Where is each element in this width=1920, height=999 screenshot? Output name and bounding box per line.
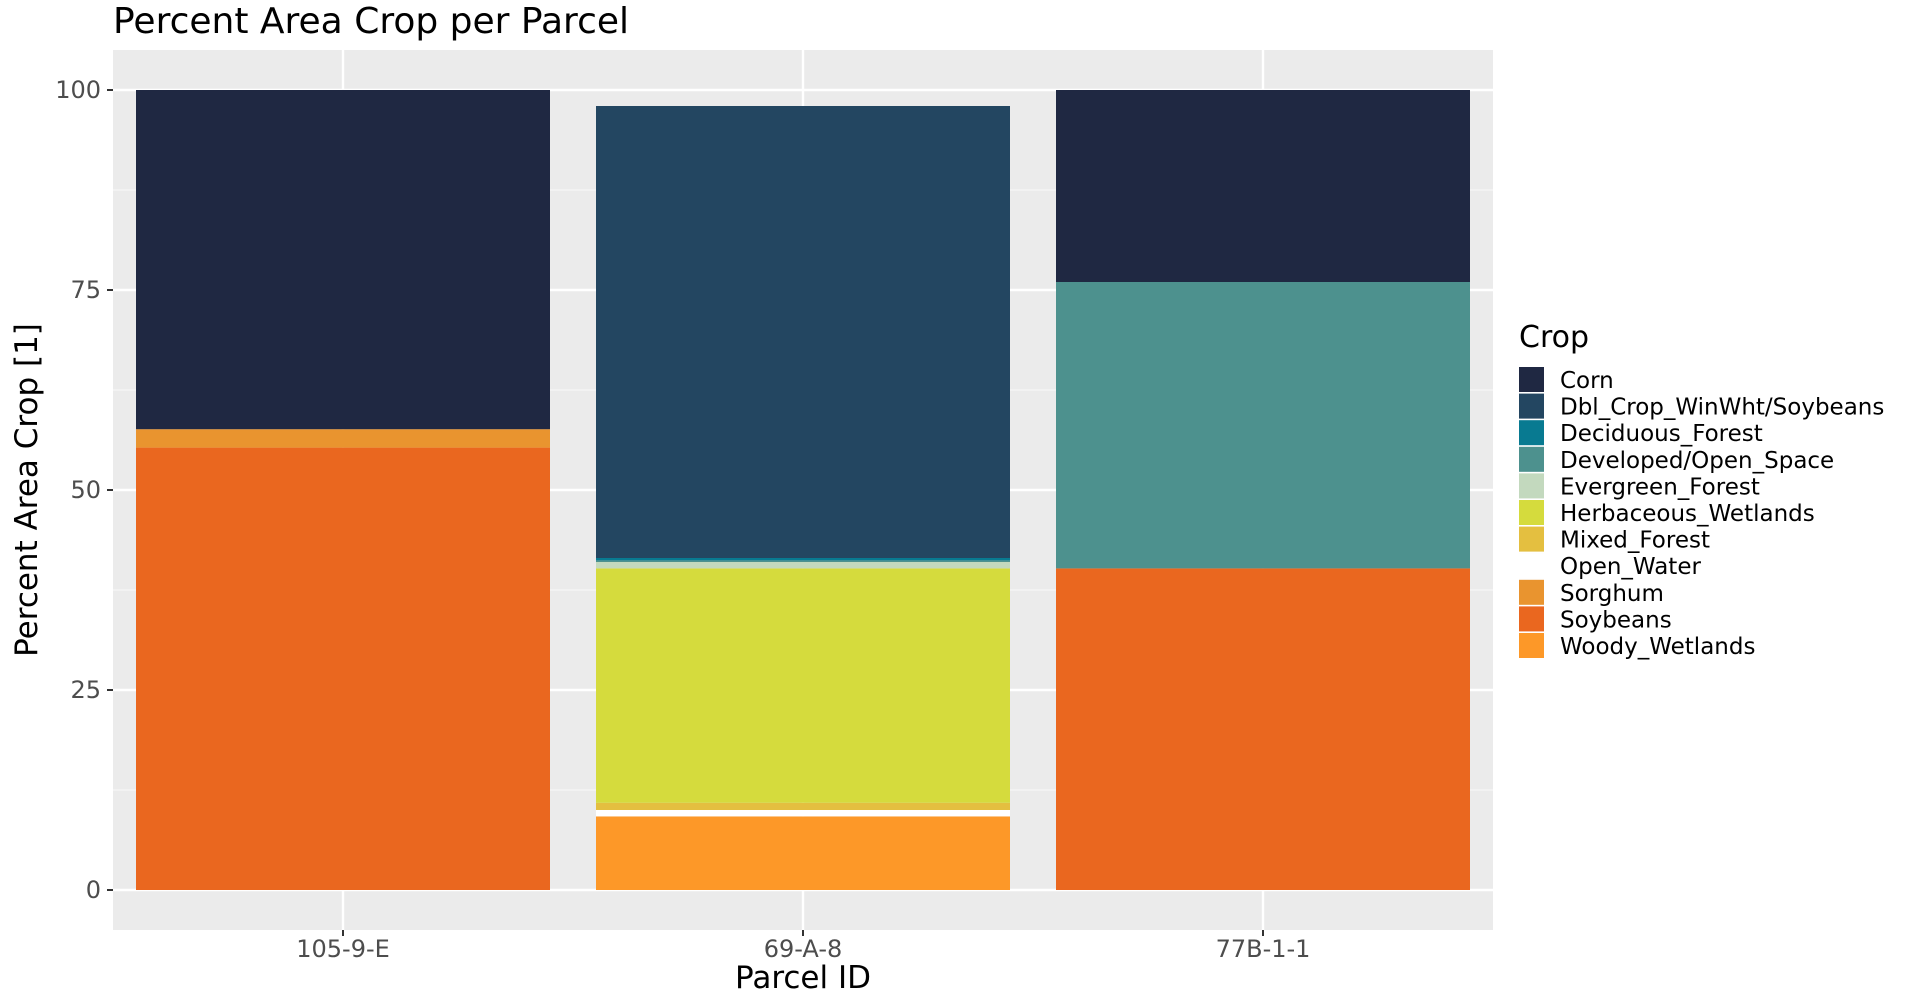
bar-segment-mixed-forest-2 xyxy=(596,802,1010,810)
legend-label: Herbaceous_Wetlands xyxy=(1560,501,1815,527)
legend-label: Soybeans xyxy=(1560,607,1672,633)
legend-key-swatch xyxy=(1519,446,1544,472)
x-tick-label: 69-A-8 xyxy=(764,935,843,963)
bar-segment-evergreen-forest-2 xyxy=(596,562,1010,569)
legend-label: Dbl_Crop_WinWht/Soybeans xyxy=(1560,395,1884,421)
bar-segment-deciduous-forest-2 xyxy=(596,558,1010,561)
bar-segment-soybeans-1 xyxy=(136,447,550,890)
legend-label: Deciduous_Forest xyxy=(1560,421,1763,447)
legend-label: Developed/Open_Space xyxy=(1560,448,1834,474)
bar-segment-developed-open-space-2 xyxy=(596,560,1010,562)
bar-segment-dbl-crop-winwht-soybeans-2 xyxy=(596,106,1010,558)
legend-key-swatch xyxy=(1519,420,1544,446)
bar-segment-soybeans-3 xyxy=(1056,568,1470,890)
y-tick-label: 75 xyxy=(70,276,101,304)
bar-segment-open-water-2 xyxy=(596,810,1010,817)
y-tick-label: 25 xyxy=(70,676,101,704)
legend-title: Crop xyxy=(1519,320,1589,355)
legend-key-swatch xyxy=(1519,633,1544,658)
legend-key-swatch xyxy=(1519,553,1544,579)
legend-label: Woody_Wetlands xyxy=(1560,634,1755,660)
bar-segment-sorghum-1 xyxy=(136,429,550,448)
legend-key-swatch xyxy=(1519,606,1544,632)
bar-segment-developed-open-space-3 xyxy=(1056,282,1470,569)
bar-segment-herbaceous-wetlands-2 xyxy=(596,568,1010,803)
legend-key-swatch xyxy=(1519,526,1544,552)
bar-segment-corn-1 xyxy=(136,90,550,430)
legend-key-swatch xyxy=(1519,473,1544,499)
legend-key-swatch xyxy=(1519,393,1544,419)
legend-key-swatch xyxy=(1519,367,1544,392)
legend-label: Mixed_Forest xyxy=(1560,528,1710,554)
legend-key-swatch xyxy=(1519,579,1544,605)
x-tick-label: 105-9-E xyxy=(296,935,390,963)
legend-label: Corn xyxy=(1560,368,1614,394)
legend: Crop CornDbl_Crop_WinWht/SoybeansDeciduo… xyxy=(1519,320,1884,660)
legend-label: Sorghum xyxy=(1560,581,1664,607)
x-axis: 105-9-E 69-A-8 77B-1-1 xyxy=(296,930,1310,963)
y-tick-label: 100 xyxy=(55,76,101,104)
y-tick-label: 50 xyxy=(70,476,101,504)
y-tick-label: 0 xyxy=(86,876,101,904)
legend-key-swatch xyxy=(1519,500,1544,525)
y-axis-title: Percent Area Crop [1] xyxy=(9,323,45,657)
x-axis-title: Parcel ID xyxy=(735,960,871,996)
x-tick-label: 77B-1-1 xyxy=(1216,935,1311,963)
legend-label: Open_Water xyxy=(1560,554,1701,580)
y-axis: 0 25 50 75 100 xyxy=(55,76,113,904)
legend-label: Evergreen_Forest xyxy=(1560,474,1760,500)
bars xyxy=(136,90,1470,890)
chart-title: Percent Area Crop per Parcel xyxy=(113,1,629,42)
bar-segment-woody-wetlands-2 xyxy=(596,816,1010,890)
bar-segment-corn-3 xyxy=(1056,90,1470,282)
